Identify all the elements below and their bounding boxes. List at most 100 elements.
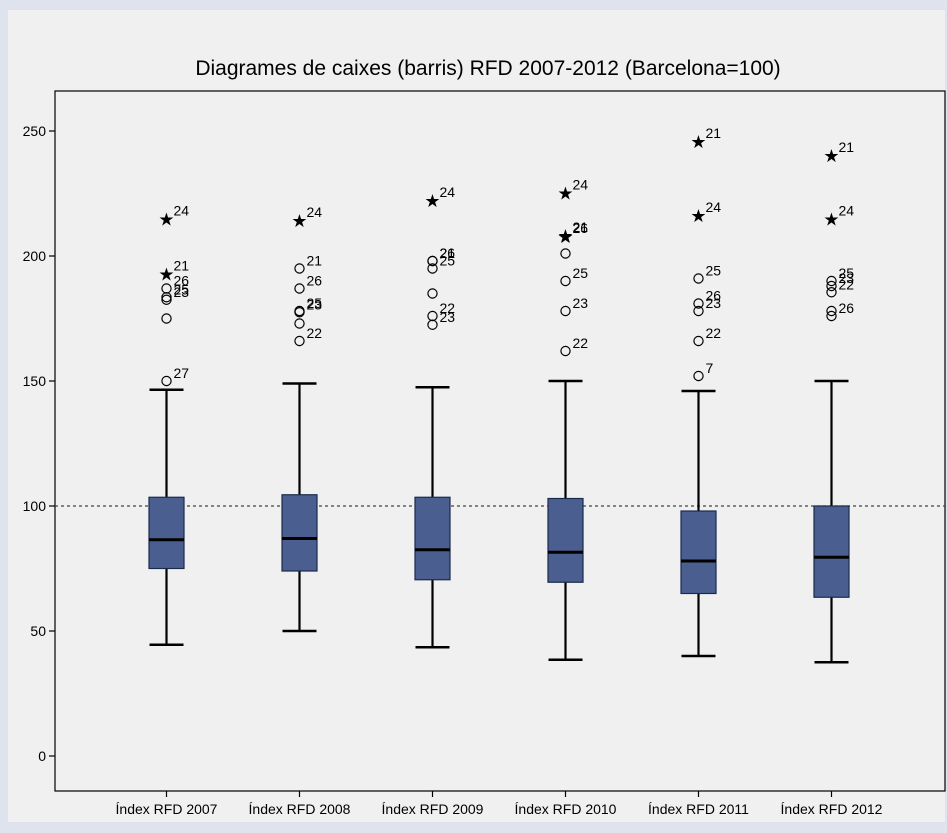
outlier-label: 26 bbox=[174, 273, 190, 289]
outlier-label: 22 bbox=[573, 335, 589, 351]
y-tick-label: 250 bbox=[23, 123, 47, 139]
outlier-circle bbox=[826, 280, 837, 292]
iqr-box bbox=[813, 505, 850, 598]
x-tick-label: Índex RFD 2008 bbox=[249, 801, 351, 817]
outlier-circle bbox=[693, 273, 704, 284]
outlier-label: 24 bbox=[174, 203, 190, 219]
extreme-outlier-star: ★ bbox=[823, 146, 839, 166]
extreme-outlier-star: ★ bbox=[823, 210, 839, 230]
outlier-circle bbox=[294, 307, 305, 318]
outlier-label: 25 bbox=[440, 253, 456, 269]
iqr-box bbox=[680, 510, 717, 595]
extreme-outlier-star: ★ bbox=[690, 132, 706, 152]
outlier-label: 21 bbox=[573, 219, 589, 235]
outlier-label: 24 bbox=[440, 184, 456, 200]
extreme-outlier-star: ★ bbox=[557, 226, 573, 246]
outlier-label: 21 bbox=[706, 125, 722, 141]
outlier-label: 24 bbox=[307, 204, 323, 220]
outlier-label: 25 bbox=[174, 281, 190, 297]
y-tick-label: 50 bbox=[30, 623, 46, 639]
iqr-box bbox=[281, 494, 318, 572]
outlier-label: 21 bbox=[839, 139, 855, 155]
y-tick-label: 150 bbox=[23, 373, 47, 389]
outlier-label: 22 bbox=[839, 276, 855, 292]
outlier-circle bbox=[693, 335, 704, 347]
outlier-label: 26 bbox=[307, 273, 323, 289]
outlier-label: 24 bbox=[573, 176, 589, 192]
outlier-circle bbox=[560, 345, 571, 357]
outlier-circle bbox=[161, 313, 172, 324]
x-axis: Índex RFD 2007 Índex RFD 2008 Índex RFD 20… bbox=[116, 791, 883, 817]
outlier-label: 22 bbox=[307, 325, 323, 341]
outlier-circle bbox=[161, 375, 172, 387]
outlier-label: 25 bbox=[573, 265, 589, 281]
iqr-box bbox=[414, 496, 451, 581]
outlier-circle bbox=[560, 305, 571, 317]
outlier-label: 25 bbox=[706, 263, 722, 279]
outlier-label: 21 bbox=[440, 245, 456, 261]
extreme-outlier-star: ★ bbox=[557, 227, 573, 247]
outlier-label: 23 bbox=[440, 309, 456, 325]
outlier-circle bbox=[427, 263, 438, 274]
outlier-circle bbox=[427, 255, 438, 267]
outlier-circle bbox=[161, 292, 172, 303]
outlier-label: 23 bbox=[573, 295, 589, 311]
outlier-label: 25 bbox=[839, 265, 855, 281]
outlier-circle bbox=[693, 298, 704, 309]
x-tick-label: Índex RFD 2010 bbox=[515, 801, 617, 817]
outlier-circle bbox=[427, 319, 438, 330]
outlier-circle bbox=[560, 248, 571, 259]
outlier-label: 24 bbox=[706, 199, 722, 215]
x-tick-label: Índex RFD 2007 bbox=[116, 801, 218, 817]
x-tick-label: Índex RFD 2012 bbox=[781, 801, 883, 817]
outlier-label: 27 bbox=[174, 365, 190, 381]
outlier-label: 25 bbox=[307, 295, 323, 311]
outlier-label: 23 bbox=[174, 284, 190, 300]
extreme-outlier-star: ★ bbox=[557, 183, 573, 203]
outlier-label: 22 bbox=[440, 300, 456, 316]
outlier-label: 26 bbox=[706, 288, 722, 304]
outlier-label: 23 bbox=[706, 295, 722, 311]
boxes-group: ★24★2126232527★242126252322★242126252223… bbox=[148, 125, 855, 664]
outlier-label: 24 bbox=[839, 203, 855, 219]
y-tick-label: 100 bbox=[23, 498, 47, 514]
outlier-circle bbox=[826, 310, 837, 322]
iqr-box bbox=[148, 496, 185, 570]
outlier-circle bbox=[693, 370, 704, 382]
chart-title: Diagrames de caixes (barris) RFD 2007-20… bbox=[195, 57, 780, 80]
outlier-circle bbox=[294, 335, 305, 347]
outlier-label: 26 bbox=[573, 220, 589, 236]
outlier-circle bbox=[427, 288, 438, 299]
outlier-circle bbox=[294, 318, 305, 329]
outlier-circle bbox=[560, 275, 571, 287]
outlier-label: 21 bbox=[174, 258, 190, 274]
y-axis: 0 50 100 150 200 250 bbox=[23, 123, 55, 764]
extreme-outlier-star: ★ bbox=[158, 265, 174, 285]
outlier-label: 23 bbox=[307, 296, 323, 312]
x-tick-label: Índex RFD 2011 bbox=[648, 801, 749, 817]
outlier-label: 23 bbox=[839, 270, 855, 286]
y-tick-label: 200 bbox=[23, 248, 47, 264]
extreme-outlier-star: ★ bbox=[158, 210, 174, 230]
outlier-circle bbox=[826, 287, 837, 298]
outlier-circle bbox=[826, 275, 837, 287]
extreme-outlier-star: ★ bbox=[291, 211, 307, 231]
outlier-label: 21 bbox=[307, 253, 323, 269]
outlier-circle bbox=[294, 283, 305, 294]
x-tick-label: Índex RFD 2009 bbox=[382, 801, 484, 817]
outlier-circle bbox=[826, 305, 837, 317]
plot-area bbox=[54, 90, 946, 792]
outlier-label: 26 bbox=[839, 300, 855, 316]
outlier-label: 22 bbox=[706, 325, 722, 341]
iqr-box bbox=[547, 497, 584, 583]
outlier-circle bbox=[693, 305, 704, 317]
extreme-outlier-star: ★ bbox=[690, 206, 706, 226]
